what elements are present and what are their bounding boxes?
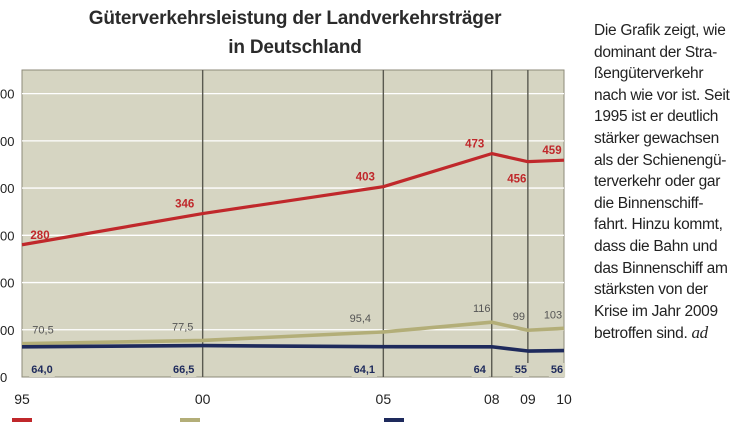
chart-title-line-2: in Deutschland [228, 37, 362, 58]
data-label-road: 403 [356, 172, 375, 184]
data-label-road: 473 [465, 139, 484, 151]
data-label-bg [512, 363, 529, 377]
data-label-water: 66,5 [173, 364, 194, 376]
chart-title: Güterverkehrsleistung der Landverkehrstr… [0, 4, 590, 62]
data-label-water: 55 [515, 364, 527, 376]
legend-swatch [384, 418, 404, 422]
data-label-rail: 77,5 [172, 321, 193, 333]
caption-text: Die Grafik zeigt, wie dominant der Stra-… [594, 22, 730, 343]
data-label-rail: 116 [473, 303, 491, 315]
data-label-bg [170, 363, 197, 377]
y-tick-label: 00 [0, 276, 14, 291]
data-label-road: 346 [175, 199, 194, 211]
data-label-rail: 95,4 [350, 313, 371, 325]
data-label-road: 456 [507, 174, 526, 186]
x-tick-label: 08 [484, 391, 500, 407]
y-tick-label: 0 [0, 370, 7, 385]
chart-title-line-1: Güterverkehrsleistung der Landverkehrstr… [88, 8, 502, 29]
x-tick-label: 05 [376, 391, 392, 407]
series-line-road [21, 151, 565, 247]
data-label-bg [351, 363, 378, 377]
y-tick-label: 00 [0, 323, 14, 338]
y-tick-label: 00 [0, 181, 14, 196]
x-tick-label: 00 [195, 391, 211, 407]
x-tick-label: 09 [520, 391, 536, 407]
data-label-bg [471, 363, 489, 377]
data-label-bg [548, 363, 566, 377]
legend-swatch [12, 418, 32, 422]
data-label-road: 459 [542, 145, 561, 157]
data-label-rail: 70,5 [32, 325, 53, 337]
x-tick-label: 95 [14, 391, 30, 407]
data-label-rail: 99 [513, 311, 525, 323]
plot-area [21, 69, 565, 378]
data-label-water: 64 [474, 364, 487, 376]
data-label-bg [29, 363, 55, 377]
x-tick-label: 10 [556, 391, 572, 407]
series-line-rail [21, 320, 565, 346]
data-label-rail: 103 [544, 309, 562, 321]
data-label-water: 56 [551, 364, 563, 376]
legend-swatch [180, 418, 200, 422]
author-signature: ad [691, 323, 708, 343]
data-label-water: 64,1 [354, 364, 375, 376]
caption-text-block: Die Grafik zeigt, wie dominant der Stra-… [594, 20, 750, 345]
data-label-water: 64,0 [31, 364, 52, 376]
y-tick-label: 00 [0, 134, 14, 149]
y-tick-label: 00 [0, 87, 14, 102]
y-tick-label: 00 [0, 228, 14, 243]
series-line-water [21, 343, 565, 353]
data-label-road: 280 [30, 230, 49, 242]
